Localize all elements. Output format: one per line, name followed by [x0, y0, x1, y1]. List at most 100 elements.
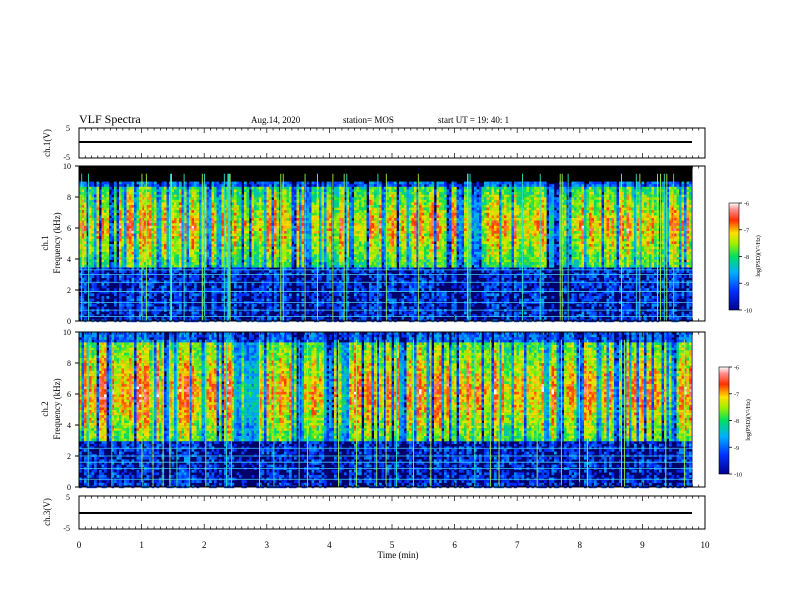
- spectrogram-cell: [219, 275, 222, 278]
- spectrogram-cell: [292, 208, 295, 211]
- spectrogram-cell: [149, 241, 152, 244]
- spectrogram-cell: [252, 192, 255, 195]
- spectrogram-cell: [222, 215, 225, 218]
- spectrogram-cell: [264, 286, 267, 289]
- spectrogram-cell: [302, 208, 305, 211]
- spectrogram-cell: [247, 221, 250, 224]
- spectrogram-cell: [264, 187, 267, 190]
- spectrogram-cell: [284, 293, 287, 296]
- spectrogram-cell: [257, 299, 260, 302]
- spectrogram-cell: [102, 202, 105, 205]
- spectrogram-cell: [219, 244, 222, 247]
- spectrogram-cell: [132, 254, 135, 257]
- spectrogram-cell: [119, 293, 122, 296]
- spectrogram-cell: [222, 202, 225, 205]
- spectrogram-cell: [247, 236, 250, 239]
- spectrogram-cell: [114, 260, 117, 263]
- spectrogram-cell: [237, 254, 240, 257]
- spectrogram-cell: [302, 223, 305, 226]
- spectrogram-cell: [244, 213, 247, 216]
- spectrogram-cell: [274, 197, 277, 200]
- spectrogram-cell: [254, 234, 257, 237]
- spectrogram-cell: [207, 182, 210, 185]
- spectrogram-cell: [292, 195, 295, 198]
- spectrogram-cell: [179, 306, 182, 309]
- spectrogram-cell: [237, 244, 240, 247]
- spectrogram-cell: [289, 247, 292, 250]
- spectrogram-cell: [89, 236, 92, 239]
- spectrogram-cell: [132, 317, 135, 320]
- spectrogram-cell: [189, 197, 192, 200]
- spectrogram-cell: [129, 187, 132, 190]
- spectrogram-cell: [232, 249, 235, 252]
- spectrogram-cell: [267, 275, 270, 278]
- spectrogram-cell: [302, 184, 305, 187]
- spectrogram-cell: [197, 189, 200, 192]
- spectrogram-cell: [89, 213, 92, 216]
- spectrogram-cell: [234, 202, 237, 205]
- spectrogram-cell: [189, 215, 192, 218]
- spectrogram-cell: [84, 234, 87, 237]
- spectrogram-cell: [244, 254, 247, 257]
- spectrogram-cell: [154, 192, 157, 195]
- spectrogram-cell: [299, 241, 302, 244]
- spectrogram-cell: [269, 257, 272, 260]
- spectrogram-cell: [157, 215, 160, 218]
- spectrogram-cell: [97, 192, 100, 195]
- spectrogram-cell: [102, 241, 105, 244]
- spectrogram-cell: [107, 228, 110, 231]
- date-label: Aug.14, 2020: [251, 115, 301, 125]
- spectrogram-cell: [237, 278, 240, 281]
- spectrogram-cell: [164, 210, 167, 213]
- spectrogram-cell: [129, 221, 132, 224]
- spectrogram-cell: [239, 226, 242, 229]
- spectrogram-cell: [94, 215, 97, 218]
- spectrogram-cell: [264, 234, 267, 237]
- spectrogram-cell: [252, 226, 255, 229]
- spectrogram-cell: [114, 270, 117, 273]
- spectrogram-cell: [197, 218, 200, 221]
- spectrogram-cell: [172, 257, 175, 260]
- spectrogram-cell: [102, 249, 105, 252]
- spectrogram-cell: [119, 244, 122, 247]
- spectrogram-cell: [119, 228, 122, 231]
- spectrogram-cell: [129, 205, 132, 208]
- spectrogram-cell: [167, 231, 170, 234]
- spectrogram-cell: [212, 244, 215, 247]
- spectrogram-cell: [247, 273, 250, 276]
- spectrogram-cell: [174, 228, 177, 231]
- spectrogram-cell: [289, 182, 292, 185]
- spectrogram-cell: [162, 239, 165, 242]
- spectrogram-cell: [134, 257, 137, 260]
- spectrogram-cell: [114, 187, 117, 190]
- spectrogram-cell: [274, 218, 277, 221]
- spectrogram-cell: [234, 270, 237, 273]
- spectrogram-cell: [99, 254, 102, 257]
- spectrogram-cell: [102, 228, 105, 231]
- spectrogram-cell: [214, 241, 217, 244]
- spectrogram-cell: [219, 317, 222, 320]
- spectrogram-cell: [174, 299, 177, 302]
- spectrogram-cell: [192, 249, 195, 252]
- spectrogram-cell: [137, 252, 140, 255]
- spectrogram-cell: [267, 304, 270, 307]
- spectrogram-cell: [239, 293, 242, 296]
- spectrogram-cell: [214, 223, 217, 226]
- spectrogram-cell: [137, 304, 140, 307]
- spectrogram-cell: [97, 306, 100, 309]
- spectrogram-cell: [284, 234, 287, 237]
- spectrogram-cell: [132, 192, 135, 195]
- spectrogram-cell: [149, 249, 152, 252]
- spectrogram-cell: [244, 228, 247, 231]
- spectrogram-cell: [289, 192, 292, 195]
- spectrogram-cell: [109, 275, 112, 278]
- spectrogram-cell: [92, 288, 95, 291]
- spectrogram-cell: [134, 260, 137, 263]
- spectrogram-cell: [299, 208, 302, 211]
- spectrogram-cell: [254, 312, 257, 315]
- spectrogram-cell: [134, 223, 137, 226]
- spectrogram-cell: [97, 257, 100, 260]
- spectrogram-cell: [254, 187, 257, 190]
- spectrogram-cell: [122, 306, 125, 309]
- spectrogram-cell: [214, 262, 217, 265]
